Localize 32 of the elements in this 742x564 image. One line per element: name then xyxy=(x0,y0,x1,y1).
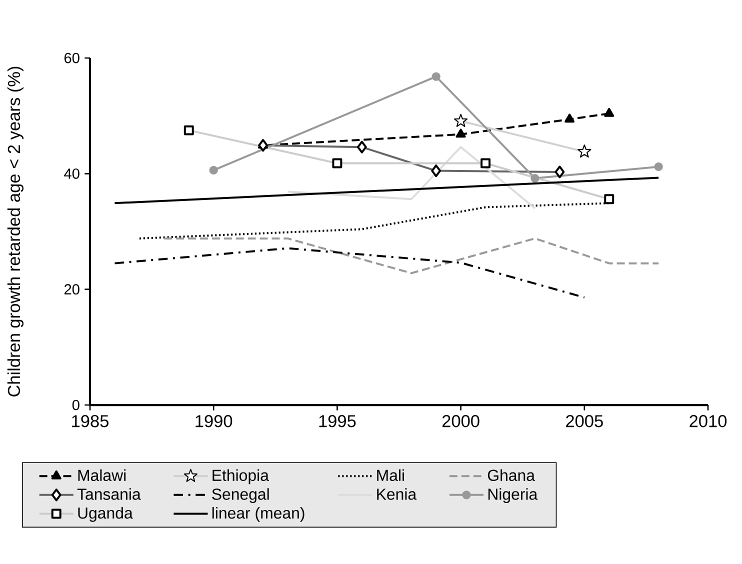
line-series xyxy=(114,247,586,298)
legend-label: Uganda xyxy=(78,507,133,522)
x-tick-label: 2000 xyxy=(442,415,480,428)
legend-label: Nigeria xyxy=(488,488,538,504)
y-axis-title: Children growth retarded age < 2 years (%) xyxy=(7,66,24,396)
legend-label: Senegal xyxy=(212,488,269,504)
legend-label: Ethiopia xyxy=(212,469,269,484)
point xyxy=(456,128,466,138)
x-tick-label: 1985 xyxy=(72,415,108,428)
x-tick-label: 1990 xyxy=(196,415,232,428)
y-tick-label: 40 xyxy=(64,168,80,179)
line-series xyxy=(286,146,536,210)
y-tick-label: 60 xyxy=(64,52,80,64)
legend-label: Ghana xyxy=(488,469,535,481)
x-tick-label: 2005 xyxy=(566,415,603,428)
point xyxy=(432,72,440,81)
point xyxy=(564,114,575,123)
point xyxy=(578,144,592,158)
point xyxy=(654,162,663,172)
point xyxy=(604,108,614,117)
y-tick-label: 0 xyxy=(72,400,80,410)
legend-label: Malawi xyxy=(78,469,126,481)
legend-label: Tansania xyxy=(77,488,141,500)
y-tick-label: 20 xyxy=(64,284,80,295)
legend-label: Kenia xyxy=(377,488,417,500)
point xyxy=(209,166,218,175)
legend-label: linear (mean) xyxy=(212,507,304,522)
x-tick-label: 2010 xyxy=(690,415,727,428)
point xyxy=(454,114,468,127)
point xyxy=(530,174,540,183)
x-tick-label: 1995 xyxy=(319,415,356,428)
legend-label: Mali xyxy=(377,469,404,481)
